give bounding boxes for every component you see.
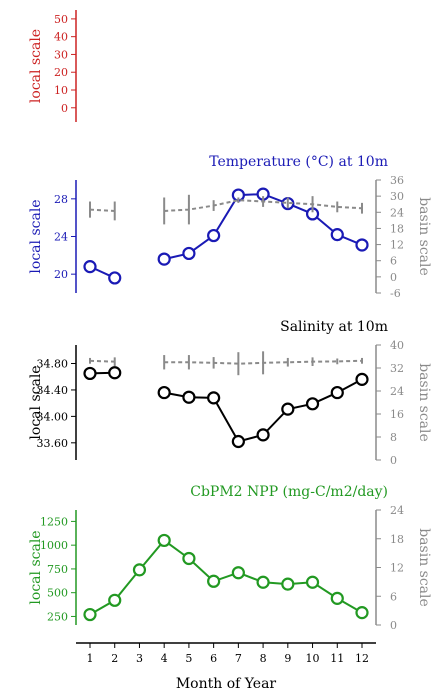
right-tick-label: 24 xyxy=(390,504,404,517)
local-data-point xyxy=(305,397,320,411)
left-tick-label: 10 xyxy=(54,84,68,97)
right-tick-label: 18 xyxy=(390,222,404,235)
local-data-point xyxy=(355,606,369,620)
local-data-point xyxy=(182,390,196,404)
local-data-point xyxy=(182,246,196,261)
left-axis-label: local scale xyxy=(28,199,44,273)
left-tick-label: 1250 xyxy=(40,515,68,528)
local-data-point xyxy=(355,238,369,252)
right-tick-label: 8 xyxy=(390,431,397,444)
local-series-line xyxy=(89,539,363,616)
left-tick-label: 33.60 xyxy=(37,437,69,450)
left-tick-label: 0 xyxy=(61,102,68,115)
right-tick-label: 36 xyxy=(390,174,404,187)
right-axis-label: basin scale xyxy=(416,197,432,276)
left-tick-label: 50 xyxy=(54,13,68,26)
right-axis-label: basin scale xyxy=(416,363,432,442)
local-data-point xyxy=(157,252,171,266)
local-data-point xyxy=(330,385,344,400)
local-data-point xyxy=(182,551,196,566)
basin-series-line xyxy=(89,359,363,365)
local-data-point xyxy=(256,428,270,442)
local-series-line xyxy=(89,193,363,279)
left-tick-label: 40 xyxy=(54,31,68,44)
left-tick-label: 20 xyxy=(54,268,68,281)
local-data-point xyxy=(207,574,221,588)
x-tick-label: 10 xyxy=(306,652,320,665)
right-tick-label: 0 xyxy=(390,454,397,467)
local-data-point xyxy=(231,566,245,580)
local-data-point xyxy=(83,260,97,274)
local-data-point xyxy=(83,607,97,622)
right-tick-label: -6 xyxy=(390,287,401,300)
local-data-point xyxy=(305,575,320,589)
right-tick-label: 40 xyxy=(390,339,404,352)
left-tick-label: 750 xyxy=(47,563,68,576)
panel-title: Temperature (°C) at 10m xyxy=(209,154,388,170)
right-tick-label: 24 xyxy=(390,206,404,219)
x-tick-label: 11 xyxy=(330,652,344,665)
local-data-point xyxy=(330,228,344,242)
right-tick-label: 12 xyxy=(390,562,404,575)
local-data-point xyxy=(207,391,221,405)
x-tick-label: 9 xyxy=(284,652,291,665)
left-tick-label: 1000 xyxy=(40,539,68,552)
left-tick-label: 34.00 xyxy=(37,410,69,423)
right-tick-label: 0 xyxy=(390,619,397,632)
local-data-point xyxy=(132,563,147,577)
local-data-point xyxy=(281,402,295,416)
right-tick-label: 0 xyxy=(390,271,397,284)
x-tick-label: 5 xyxy=(185,652,192,665)
panel-title: Salinity at 10m xyxy=(280,319,388,335)
x-tick-label: 7 xyxy=(235,652,242,665)
left-tick-label: 28 xyxy=(54,193,68,206)
local-data-point xyxy=(108,366,122,380)
local-data-point xyxy=(157,385,171,400)
x-tick-label: 2 xyxy=(111,652,118,665)
left-axis-label: local scale xyxy=(28,29,44,103)
left-tick-label: 250 xyxy=(47,610,68,623)
left-axis-label: local scale xyxy=(28,365,44,439)
x-tick-label: 12 xyxy=(355,652,369,665)
local-data-point xyxy=(207,228,221,243)
local-data-point xyxy=(330,591,344,605)
local-data-point xyxy=(108,593,122,607)
left-tick-label: 34.40 xyxy=(37,384,69,397)
local-data-point xyxy=(231,434,245,449)
local-series-line xyxy=(89,371,363,443)
left-tick-label: 30 xyxy=(54,48,68,61)
x-tick-label: 8 xyxy=(260,652,267,665)
local-data-point xyxy=(83,366,97,381)
local-data-point xyxy=(355,372,369,386)
local-data-point xyxy=(157,533,171,548)
right-tick-label: 16 xyxy=(390,408,404,421)
left-tick-label: 34.80 xyxy=(37,358,69,371)
local-data-point xyxy=(281,577,295,591)
right-tick-label: 24 xyxy=(390,385,404,398)
x-tick-label: 6 xyxy=(210,652,217,665)
basin-series-line xyxy=(89,199,363,212)
right-tick-label: 6 xyxy=(390,255,397,268)
left-tick-label: 24 xyxy=(54,231,68,244)
left-tick-label: 20 xyxy=(54,66,68,79)
x-axis-label: Month of Year xyxy=(176,676,277,692)
right-tick-label: 6 xyxy=(390,590,397,603)
left-tick-label: 500 xyxy=(47,587,68,600)
right-tick-label: 30 xyxy=(390,190,404,203)
local-data-point xyxy=(256,575,270,589)
right-axis-label: basin scale xyxy=(416,528,432,607)
right-tick-label: 12 xyxy=(390,239,404,252)
x-tick-label: 4 xyxy=(161,652,168,665)
right-tick-label: 18 xyxy=(390,533,404,546)
local-data-point xyxy=(108,271,122,285)
panel-title: CbPM2 NPP (mg-C/m2/day) xyxy=(190,484,388,500)
x-tick-label: 1 xyxy=(87,652,94,665)
right-tick-label: 32 xyxy=(390,362,404,375)
left-axis-label: local scale xyxy=(28,530,44,604)
x-tick-label: 3 xyxy=(136,652,143,665)
